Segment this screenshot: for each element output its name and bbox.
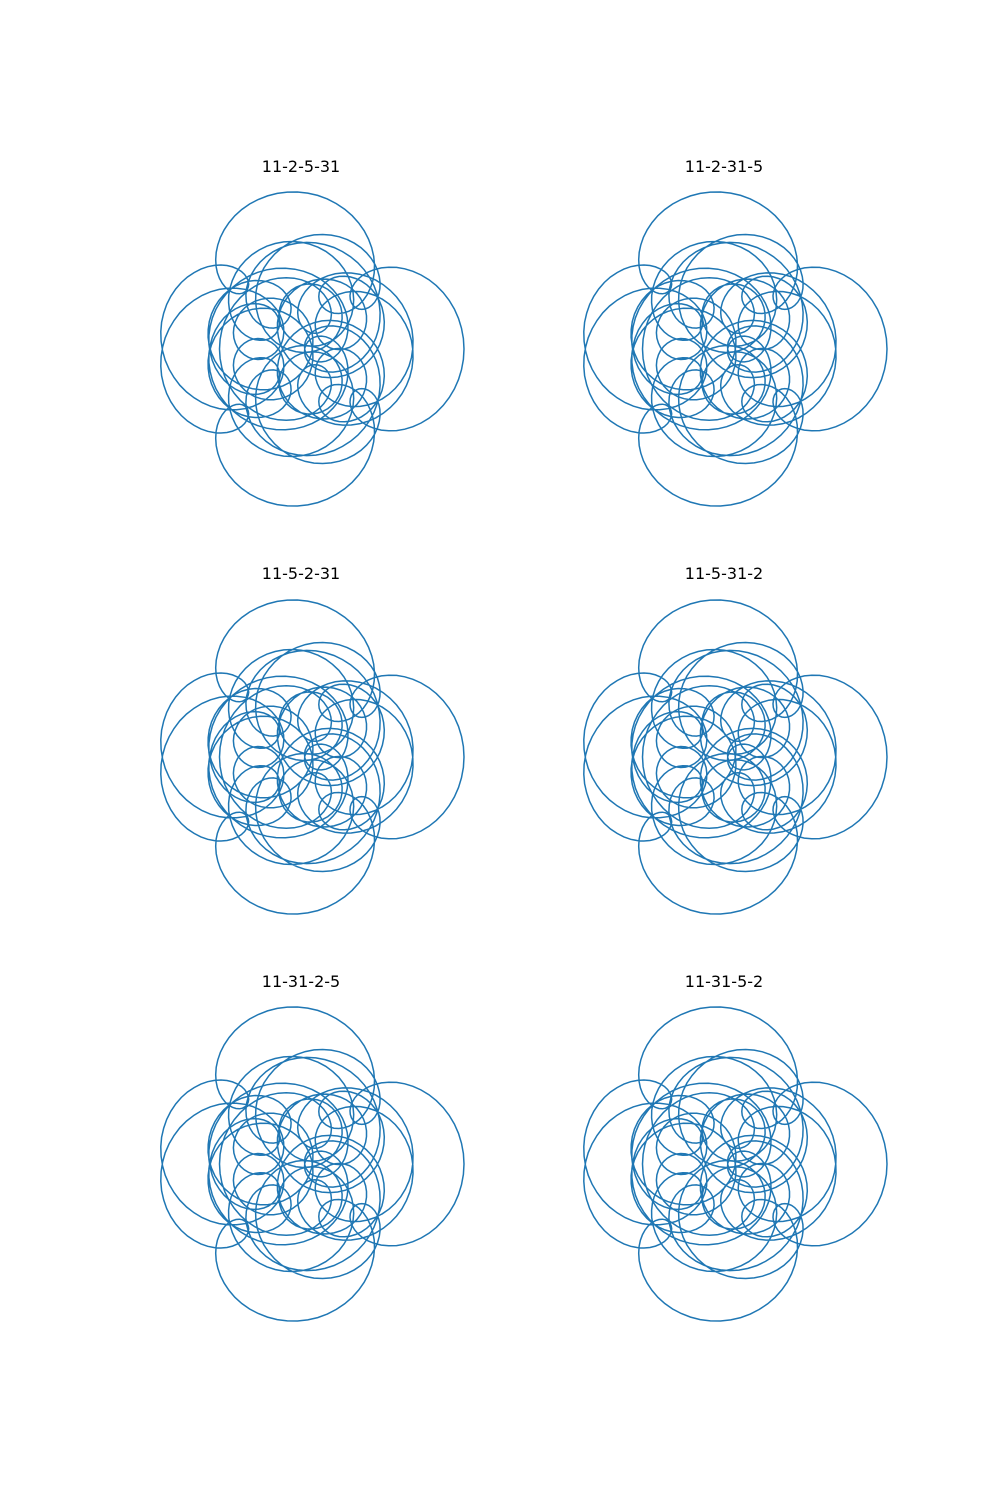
panel-title: 11-5-2-31 xyxy=(262,564,340,583)
panel-title: 11-31-5-2 xyxy=(685,972,763,991)
panel-title: 11-2-31-5 xyxy=(685,157,763,176)
panel-title: 11-5-31-2 xyxy=(685,564,763,583)
panel-6: 11-31-5-2 xyxy=(583,972,888,1322)
spirograph-curve xyxy=(160,191,465,507)
panel-5: 11-31-2-5 xyxy=(160,972,465,1322)
spirograph-curve xyxy=(160,599,465,915)
spirograph-curve xyxy=(583,1006,888,1322)
panel-3: 11-5-2-31 xyxy=(160,564,465,915)
panel-2: 11-2-31-5 xyxy=(583,157,888,507)
spirograph-curve xyxy=(583,191,888,507)
spirograph-curve xyxy=(583,599,888,915)
panel-title: 11-31-2-5 xyxy=(262,972,340,991)
panel-4: 11-5-31-2 xyxy=(583,564,888,915)
panel-1: 11-2-5-31 xyxy=(160,157,465,507)
spirograph-curve xyxy=(160,1006,465,1322)
panel-title: 11-2-5-31 xyxy=(262,157,340,176)
